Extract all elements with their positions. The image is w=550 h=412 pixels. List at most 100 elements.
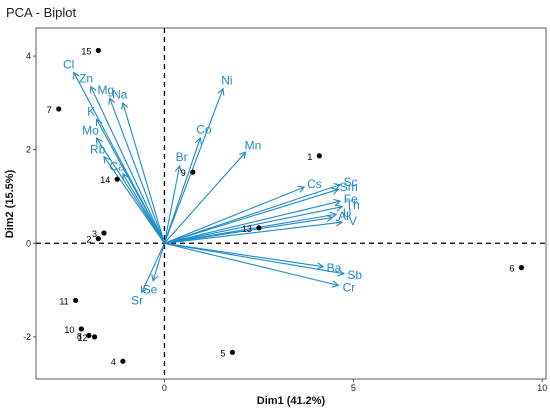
variable-label-Co: Co bbox=[196, 122, 212, 136]
observation-label-1: 1 bbox=[307, 152, 312, 162]
observation-label-12: 12 bbox=[78, 333, 88, 343]
arrowhead-Cs bbox=[297, 185, 306, 193]
variable-label-Al: Al bbox=[338, 209, 349, 223]
arrowhead-V bbox=[335, 219, 344, 227]
variable-label-Th: Th bbox=[346, 198, 360, 212]
arrow-V bbox=[164, 221, 343, 244]
arrowhead-Cl bbox=[73, 71, 80, 80]
arrowhead-Rb bbox=[103, 155, 111, 164]
arrow-Na bbox=[122, 102, 165, 244]
observation-point-7 bbox=[56, 106, 62, 112]
observation-point-6 bbox=[518, 265, 525, 271]
observation-point-2 bbox=[95, 236, 101, 242]
observation-point-11 bbox=[73, 297, 79, 303]
variable-label-Sb: Sb bbox=[347, 268, 362, 282]
observation-point-8 bbox=[86, 332, 92, 339]
arrowhead-Zn bbox=[89, 85, 97, 94]
arrow-Fe bbox=[164, 200, 341, 244]
arrow-Se bbox=[152, 243, 165, 281]
variable-label-Cr: Cr bbox=[343, 281, 356, 295]
arrowhead-Cr bbox=[331, 280, 340, 288]
variable-label-Mo: Mo bbox=[82, 123, 99, 137]
arrowhead-K bbox=[95, 118, 103, 127]
variable-label-Mn: Mn bbox=[245, 138, 262, 152]
observation-label-2: 2 bbox=[86, 235, 91, 245]
arrow-Mn bbox=[164, 151, 247, 244]
observation-point-14 bbox=[114, 176, 120, 182]
arrowhead-Ba bbox=[316, 262, 325, 270]
arrowhead-Al bbox=[325, 214, 334, 223]
variable-label-Rb: Rb bbox=[90, 142, 106, 156]
variable-label-Na: Na bbox=[112, 87, 128, 101]
observation-label-14: 14 bbox=[100, 175, 110, 185]
arrow-Mg bbox=[109, 98, 165, 244]
variable-label-Mg: Mg bbox=[97, 83, 114, 97]
arrow-Mo bbox=[95, 137, 165, 244]
arrowhead-Br bbox=[174, 164, 183, 173]
arrowhead-Na bbox=[120, 101, 129, 110]
arrowhead-Mo bbox=[95, 136, 103, 145]
variable-label-Br: Br bbox=[176, 150, 188, 164]
arrowhead-Se bbox=[151, 273, 159, 282]
arrow-Ni bbox=[163, 88, 224, 244]
x-tick-label: 0 bbox=[162, 383, 167, 393]
observation-label-15: 15 bbox=[81, 46, 91, 56]
observation-label-11: 11 bbox=[59, 296, 68, 306]
arrowhead-Sm bbox=[331, 187, 340, 195]
observation-label-10: 10 bbox=[64, 325, 74, 335]
observation-label-5: 5 bbox=[220, 348, 225, 358]
variable-label-Fe: Fe bbox=[344, 192, 358, 206]
observation-point-12 bbox=[91, 334, 98, 340]
arrow-Th bbox=[164, 206, 343, 244]
arrow-Ba bbox=[164, 242, 324, 268]
arrowhead-Sr bbox=[140, 285, 148, 294]
observation-point-3 bbox=[101, 230, 107, 236]
arrowhead-Sb bbox=[337, 269, 346, 277]
arrow-Sb bbox=[164, 242, 344, 275]
observation-label-13: 13 bbox=[242, 224, 252, 234]
x-axis-title: Dim1 (41.2%) bbox=[257, 395, 326, 407]
variable-label-U: U bbox=[343, 206, 352, 220]
arrow-Cr bbox=[164, 242, 339, 286]
reference-lines bbox=[36, 28, 546, 379]
observation-point-9 bbox=[190, 169, 196, 175]
arrow-K bbox=[95, 118, 165, 244]
observation-label-3: 3 bbox=[92, 229, 97, 239]
observation-label-9: 9 bbox=[181, 168, 186, 178]
chart-title: PCA - Biplot bbox=[6, 5, 76, 20]
y-axis-ticks: -2 0 2 4 bbox=[23, 51, 36, 342]
arrowhead-Ca bbox=[122, 173, 130, 181]
arrow-Cs bbox=[164, 186, 305, 244]
y-tick-label: 4 bbox=[26, 51, 31, 61]
variable-label-Sm: Sm bbox=[340, 180, 358, 194]
observation-label-6: 6 bbox=[509, 264, 514, 274]
y-tick-label: 0 bbox=[26, 238, 31, 248]
observation-point-15 bbox=[95, 47, 101, 54]
observation-point-4 bbox=[120, 358, 126, 364]
observation-point-10 bbox=[78, 326, 84, 332]
x-tick-label: 10 bbox=[537, 383, 547, 393]
variable-label-Cl: Cl bbox=[63, 58, 74, 72]
arrowhead-Sc bbox=[333, 183, 342, 191]
arrow-Rb bbox=[103, 156, 165, 244]
observation-point-5 bbox=[229, 349, 236, 355]
arrow-Zn bbox=[90, 86, 165, 244]
observation-label-7: 7 bbox=[47, 105, 52, 115]
arrowhead-Mg bbox=[108, 97, 116, 106]
arrowhead-Fe bbox=[333, 198, 342, 207]
y-tick-label: 2 bbox=[26, 145, 31, 155]
arrow-Al bbox=[164, 216, 333, 244]
variable-label-Sc: Sc bbox=[344, 175, 358, 189]
arrowhead-Th bbox=[335, 204, 344, 212]
arrowhead-Co bbox=[194, 136, 202, 145]
arrow-Sr bbox=[141, 243, 165, 293]
arrowhead-Ni bbox=[217, 87, 225, 96]
arrow-Ca bbox=[122, 173, 165, 244]
arrowhead-Mn bbox=[239, 151, 247, 159]
arrow-Co bbox=[163, 137, 201, 244]
variable-label-Ca: Ca bbox=[110, 159, 126, 173]
observation-point-1 bbox=[316, 153, 322, 159]
